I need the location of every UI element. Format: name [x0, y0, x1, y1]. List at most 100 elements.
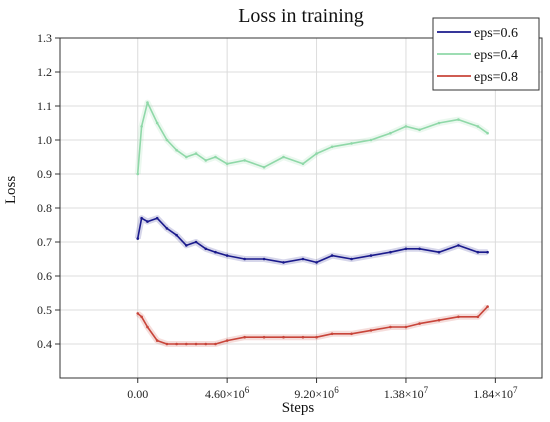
- data-point: [369, 329, 373, 332]
- data-point: [457, 315, 460, 319]
- axes: 0.4 0.5 0.6 0.7 0.8 0.9 1.0 1.1 1.2 1.3 0.00 4.60×1…: [37, 31, 543, 401]
- data-point: [437, 250, 441, 254]
- data-point: [146, 220, 149, 223]
- data-point: [262, 335, 266, 339]
- data-point: [165, 138, 169, 142]
- data-point: [243, 159, 246, 162]
- data-point: [404, 325, 408, 329]
- y-tick-label: 1.2: [37, 65, 52, 79]
- data-point: [330, 332, 334, 336]
- data-point: [330, 145, 334, 149]
- data-point: [136, 172, 140, 176]
- data-point: [136, 312, 140, 315]
- data-point: [155, 339, 159, 342]
- data-point: [389, 250, 392, 254]
- data-point: [418, 128, 421, 132]
- data-point: [140, 125, 143, 128]
- data-point: [214, 342, 217, 346]
- legend-label: eps=0.8: [474, 70, 518, 85]
- data-point: [214, 250, 217, 254]
- data-point: [350, 142, 353, 145]
- legend-label: eps=0.6: [474, 26, 518, 41]
- data-point: [389, 325, 392, 329]
- data-point: [225, 339, 229, 342]
- data-point: [457, 244, 460, 247]
- data-point: [476, 125, 480, 128]
- data-point: [389, 131, 392, 135]
- series-group: [135, 304, 490, 347]
- data-point: [301, 257, 305, 261]
- series-band: [134, 215, 488, 266]
- series-group: [134, 215, 489, 266]
- data-point: [350, 257, 353, 261]
- x-tick-label: 9.20×106: [294, 385, 339, 401]
- series-band: [135, 304, 490, 347]
- data-point: [282, 155, 285, 159]
- data-point: [330, 254, 334, 257]
- data-point: [146, 325, 149, 329]
- y-tick-label: 1.1: [37, 99, 52, 113]
- data-point: [301, 335, 305, 339]
- data-point: [194, 152, 198, 155]
- y-tick-label: 0.5: [37, 303, 52, 317]
- legend-label: eps=0.4: [474, 48, 518, 63]
- data-point: [136, 237, 140, 240]
- series-layer: [134, 99, 490, 347]
- data-point: [175, 342, 178, 346]
- data-point: [146, 101, 149, 104]
- data-point: [243, 257, 246, 261]
- data-point: [214, 155, 217, 159]
- series-line: [136, 101, 489, 175]
- data-point: [175, 148, 178, 152]
- x-tick-label: 1.84×107: [473, 385, 518, 401]
- data-point: [155, 216, 159, 220]
- data-point: [175, 233, 178, 237]
- data-point: [282, 261, 285, 264]
- data-point: [301, 162, 305, 166]
- data-point: [476, 315, 480, 319]
- chart-title: Loss in training: [238, 5, 364, 27]
- data-point: [369, 254, 373, 257]
- data-point: [282, 335, 285, 339]
- series-line: [136, 217, 488, 264]
- data-point: [404, 125, 408, 128]
- data-point: [243, 335, 246, 339]
- data-point: [486, 131, 489, 135]
- data-point: [404, 247, 408, 251]
- data-point: [225, 162, 229, 166]
- grid-lines: [60, 37, 542, 378]
- y-tick-label: 0.4: [37, 337, 52, 351]
- data-point: [204, 247, 208, 251]
- data-point: [418, 322, 421, 325]
- data-point: [204, 159, 208, 162]
- data-point: [418, 247, 421, 251]
- data-point: [185, 244, 188, 247]
- data-point: [194, 240, 198, 244]
- series-line: [137, 306, 489, 345]
- data-point: [155, 121, 159, 125]
- data-point: [350, 332, 353, 336]
- data-point: [486, 250, 489, 254]
- data-point: [140, 315, 143, 319]
- data-point: [194, 342, 198, 346]
- x-axis-title: Steps: [282, 400, 315, 416]
- data-point: [262, 257, 266, 261]
- data-point: [204, 342, 208, 346]
- data-point: [185, 155, 188, 159]
- data-point: [476, 250, 480, 254]
- data-point: [315, 335, 318, 339]
- legend: eps=0.6 eps=0.4 eps=0.8: [432, 17, 540, 91]
- y-tick-label: 0.7: [37, 235, 52, 249]
- data-point: [315, 152, 318, 155]
- data-point: [165, 227, 169, 230]
- y-tick-label: 0.8: [37, 201, 52, 215]
- data-point: [185, 342, 188, 346]
- data-point: [225, 254, 229, 257]
- data-point: [437, 318, 441, 322]
- y-tick-label: 0.6: [37, 269, 52, 283]
- data-point: [165, 342, 169, 346]
- data-point: [369, 138, 373, 142]
- data-point: [315, 261, 318, 264]
